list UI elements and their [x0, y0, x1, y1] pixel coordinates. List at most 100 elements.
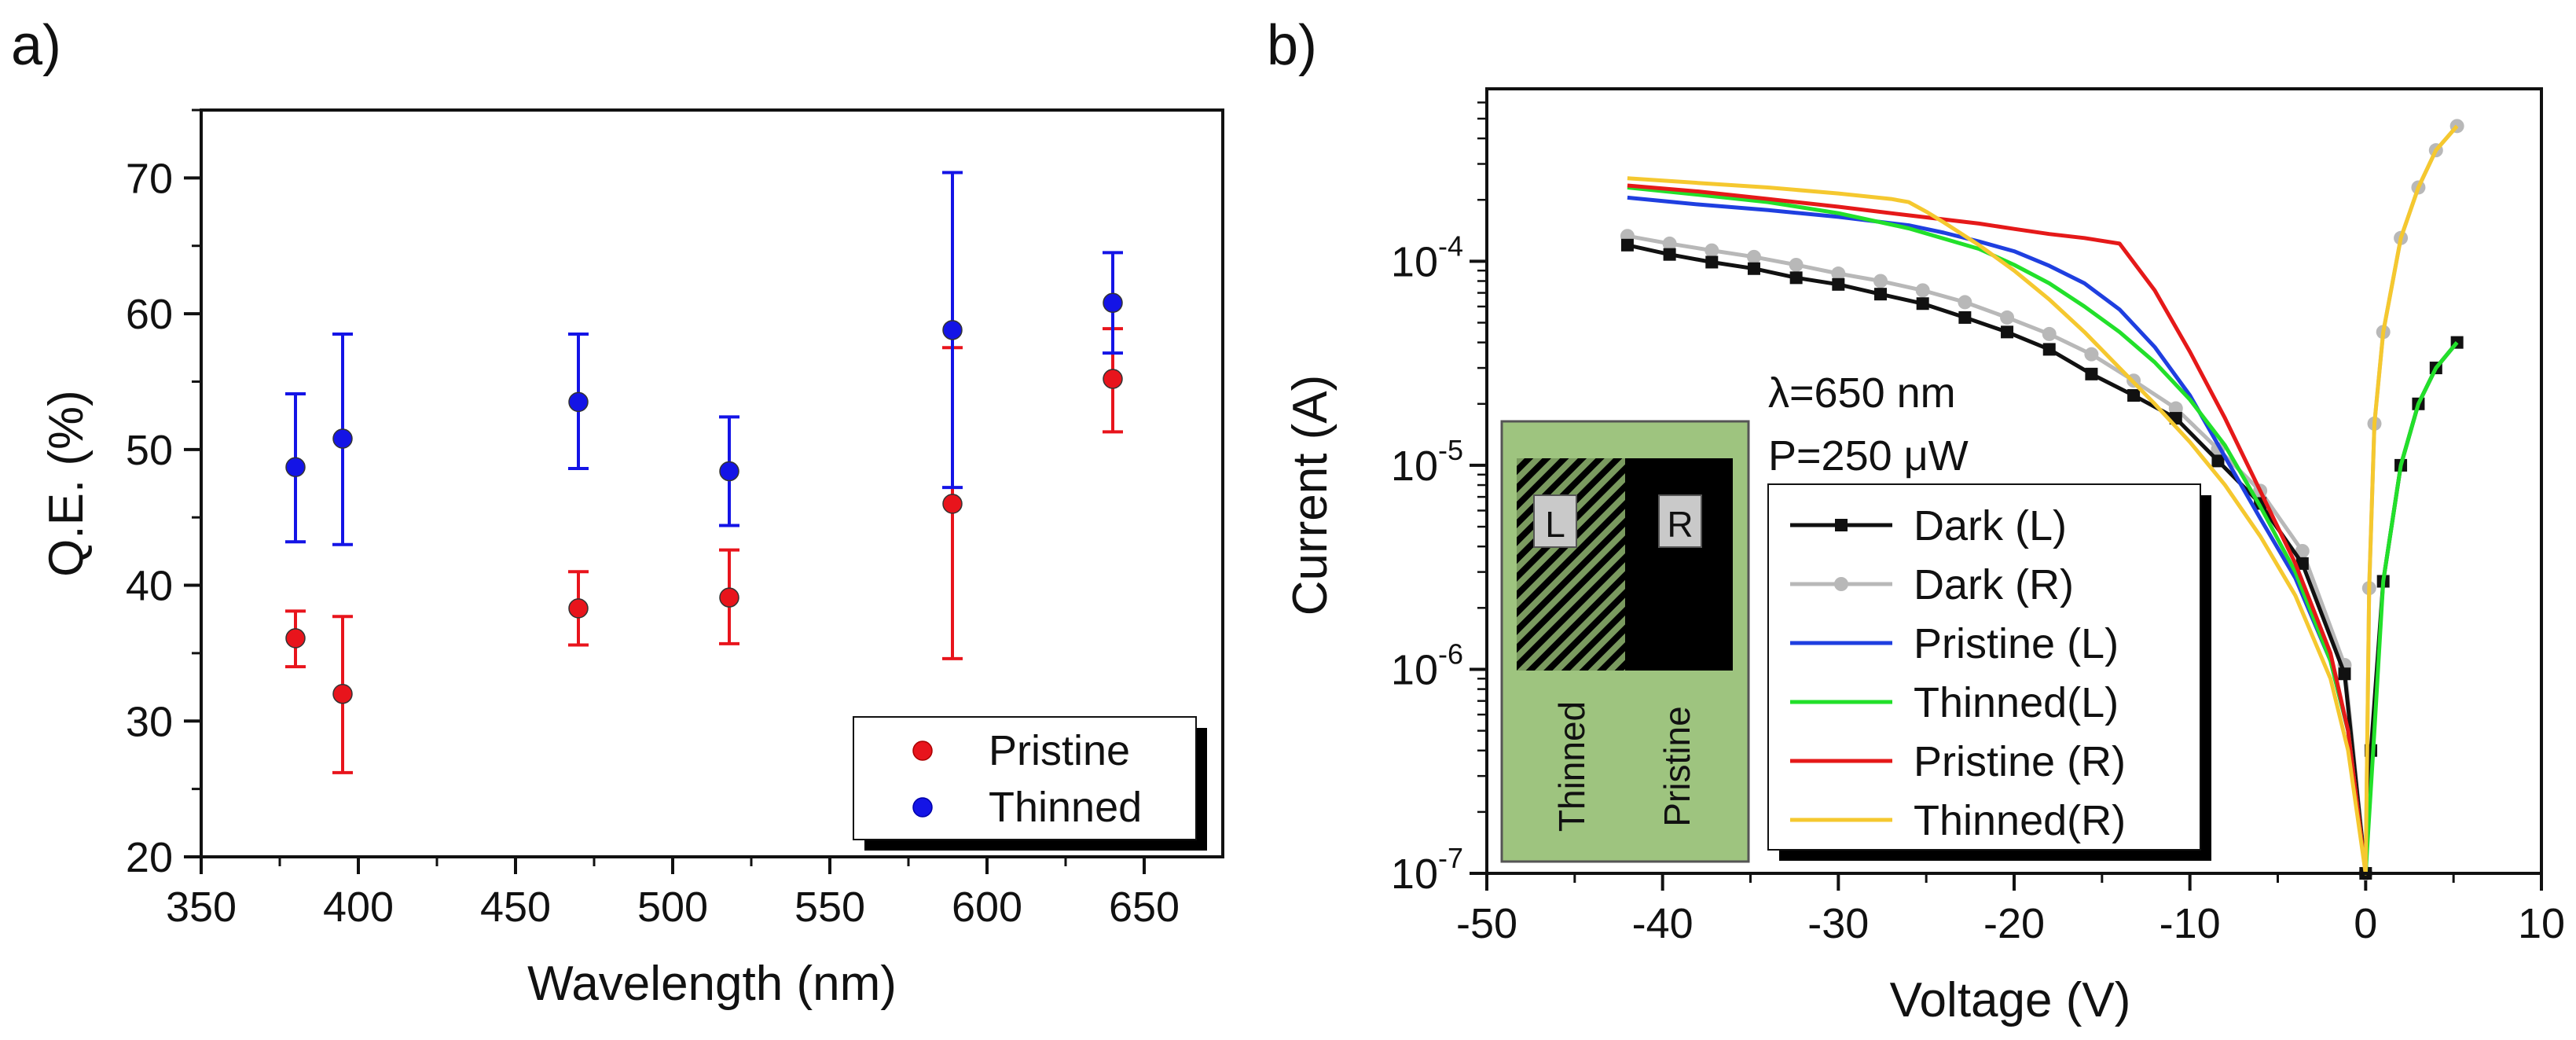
data-point: [942, 494, 963, 514]
data-point: [285, 628, 306, 649]
legend-marker: [1835, 519, 1848, 531]
b-x-tick-label: -40: [1632, 900, 1693, 947]
a-x-tick-label: 500: [637, 884, 708, 931]
panel-a-qe-chart: a) 350 400 450 500 550 600 650 20 30 40 50 60 70 Wav…: [11, 14, 1224, 1011]
curve-marker: [1958, 311, 1972, 324]
data-point: [285, 457, 306, 478]
curve-line: [1627, 186, 2459, 876]
curve-marker: [2042, 326, 2057, 341]
curve-marker: [1663, 248, 1676, 261]
panel-a-legend-box: [853, 716, 1197, 840]
curve-marker: [1662, 236, 1677, 251]
legend-label: Dark (L): [1914, 502, 2067, 549]
a-x-tick-label: 650: [1109, 884, 1180, 931]
a-y-tick-label: 70: [126, 155, 173, 202]
curve-marker: [1704, 243, 1719, 258]
b-x-tick-label: 10: [2518, 900, 2565, 947]
a-y-tick-label: 30: [126, 698, 173, 745]
legend-label-pristine: Pristine: [989, 727, 1130, 774]
a-y-tick-label: 50: [126, 427, 173, 474]
curve-marker: [1789, 257, 1804, 272]
b-y-tick-label: 10-7: [1391, 842, 1463, 898]
panel-a-tick-labels: 350 400 450 500 550 600 650 20 30 40 50 60 70: [126, 155, 1180, 931]
series-thinned: [285, 171, 1123, 546]
series-pristine-l: [1627, 195, 2368, 874]
curve-marker: [1958, 295, 1972, 310]
data-point: [1103, 369, 1123, 389]
curve-marker: [2295, 557, 2309, 570]
legend-entry-pristine-r: Pristine (R): [1790, 738, 2126, 785]
legend-entry-pristine-l: Pristine (L): [1790, 620, 2119, 667]
data-point: [568, 391, 589, 413]
b-x-tick-label: -10: [2160, 900, 2221, 947]
data-point: [719, 461, 739, 482]
curve-line: [1627, 195, 2368, 874]
inset-pristine-label: Pristine: [1657, 706, 1697, 826]
curve-marker: [2295, 543, 2310, 558]
curve-marker: [1873, 274, 1888, 288]
a-x-tick-label: 400: [323, 884, 394, 931]
a-x-tick-label: 450: [480, 884, 551, 931]
inset-thinned-label: Thinned: [1551, 701, 1592, 832]
b-x-tick-label: -50: [1456, 900, 1517, 947]
legend-entry-dark-l: Dark (L): [1790, 502, 2067, 549]
legend-label: Thinned(L): [1914, 679, 2119, 726]
series-pristine-r: [1627, 183, 2368, 874]
curve-marker: [2000, 310, 2015, 325]
curve-marker: [2338, 667, 2351, 681]
data-point: [332, 683, 353, 704]
curve-marker: [1789, 271, 1803, 285]
inset-contact-left: [1533, 494, 1577, 548]
curve-marker: [2211, 454, 2225, 468]
legend-label-thinned: Thinned: [989, 784, 1142, 831]
series-thinned-l: [1627, 186, 2459, 876]
panel-a-label: a): [11, 14, 61, 77]
panel-b-tick-labels: -50 -40 -30 -20 -10 0 10 10-7 10-6 10-5 10-4: [1391, 230, 2565, 947]
legend-label: Thinned(R): [1914, 797, 2126, 844]
data-point: [942, 320, 963, 340]
curve-marker: [2001, 325, 2014, 339]
curve-marker: [1620, 238, 1634, 252]
a-x-tick-label: 350: [166, 884, 237, 931]
legend-entry-thinned-l: Thinned(L): [1790, 679, 2119, 726]
legend-label: Dark (R): [1914, 561, 2074, 608]
curve-marker: [1832, 277, 1845, 291]
legend-label: Pristine (R): [1914, 738, 2126, 785]
data-point: [1103, 292, 1123, 314]
legend-label: Pristine (L): [1914, 620, 2119, 667]
legend-entry-dark-r: Dark (R): [1790, 561, 2074, 608]
panel-a-x-axis-title: Wavelength (nm): [527, 957, 897, 1011]
device-inset: L R Thinned Pristine: [1500, 420, 1750, 863]
panel-b-curves: [1620, 119, 2464, 880]
curve-marker: [1747, 262, 1760, 275]
series-pristine: [285, 327, 1123, 774]
data-point: [332, 428, 353, 449]
legend-marker: [1834, 577, 1848, 591]
curve-marker: [2168, 401, 2183, 416]
legend-marker-pristine: [912, 740, 933, 761]
curve-marker: [1705, 255, 1719, 269]
a-y-tick-label: 40: [126, 563, 173, 610]
b-y-tick-label: 10-5: [1391, 434, 1463, 490]
b-y-tick-label: 10-4: [1391, 230, 1463, 285]
a-x-tick-label: 600: [952, 884, 1022, 931]
curve-marker: [1746, 249, 1761, 264]
panel-b-legend: Dark (L) Dark (R) Pristine (L) Thinned(L) Pr…: [1767, 483, 2211, 861]
inset-thinned-region: [1517, 458, 1625, 671]
series-dark-r: [1620, 119, 2464, 880]
panel-b-label: b): [1267, 14, 1317, 77]
panel-b-legend-box: [1767, 483, 2201, 851]
panel-a-legend: Pristine Thinned: [853, 716, 1207, 851]
annotation-power: P=250 μW: [1768, 432, 1969, 480]
inset-contact-right: [1658, 494, 1702, 548]
annotation-wavelength: λ=650 nm: [1768, 369, 1956, 417]
curve-marker: [1916, 297, 1929, 311]
inset-contact-right-label: R: [1667, 504, 1693, 545]
inset-contact-left-label: L: [1545, 504, 1565, 545]
curve-marker: [1915, 283, 1930, 298]
panel-a-y-axis-title: Q.E. (%): [39, 390, 94, 577]
curve-marker: [2042, 343, 2056, 356]
b-x-tick-label: 0: [2354, 900, 2377, 947]
curve-marker: [2084, 347, 2099, 362]
